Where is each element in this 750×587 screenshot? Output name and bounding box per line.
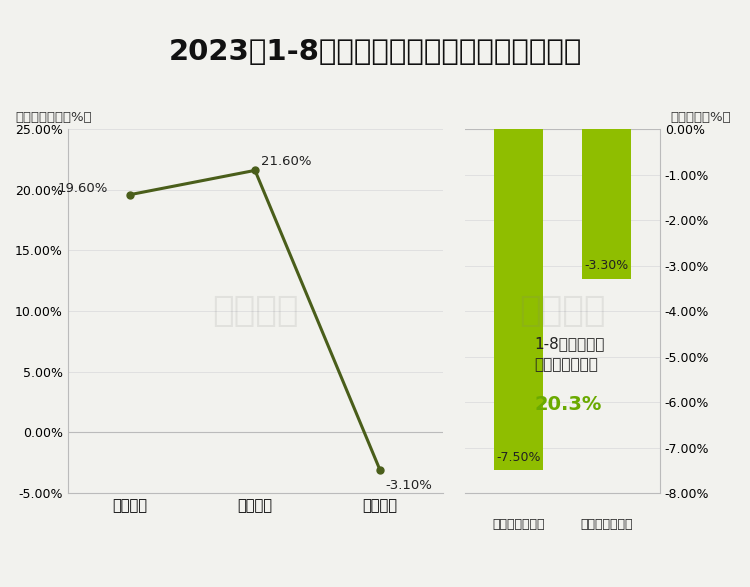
Text: 1-8月房地产开
发投资同比下降: 1-8月房地产开 发投资同比下降	[534, 336, 604, 372]
Text: 商品房施工面积: 商品房施工面积	[492, 518, 544, 531]
Text: 投资同比增长（%）: 投资同比增长（%）	[15, 111, 92, 124]
Bar	[494, 129, 542, 470]
Text: -3.30%: -3.30%	[585, 259, 629, 272]
Text: -3.10%: -3.10%	[386, 480, 433, 492]
Text: 2023年1-8月四川省全社会固定资产投资情况: 2023年1-8月四川省全社会固定资产投资情况	[168, 38, 582, 66]
Text: -7.50%: -7.50%	[496, 450, 541, 464]
Text: 四川发布: 四川发布	[211, 294, 298, 328]
Text: 四川发布: 四川发布	[519, 294, 606, 328]
Text: 21.60%: 21.60%	[260, 155, 311, 168]
Bar	[583, 129, 632, 279]
Text: 19.60%: 19.60%	[58, 182, 108, 195]
Text: 商品房销售面积: 商品房销售面积	[580, 518, 633, 531]
Text: 同比增长（%）: 同比增长（%）	[670, 111, 731, 124]
Text: 20.3%: 20.3%	[534, 395, 602, 414]
